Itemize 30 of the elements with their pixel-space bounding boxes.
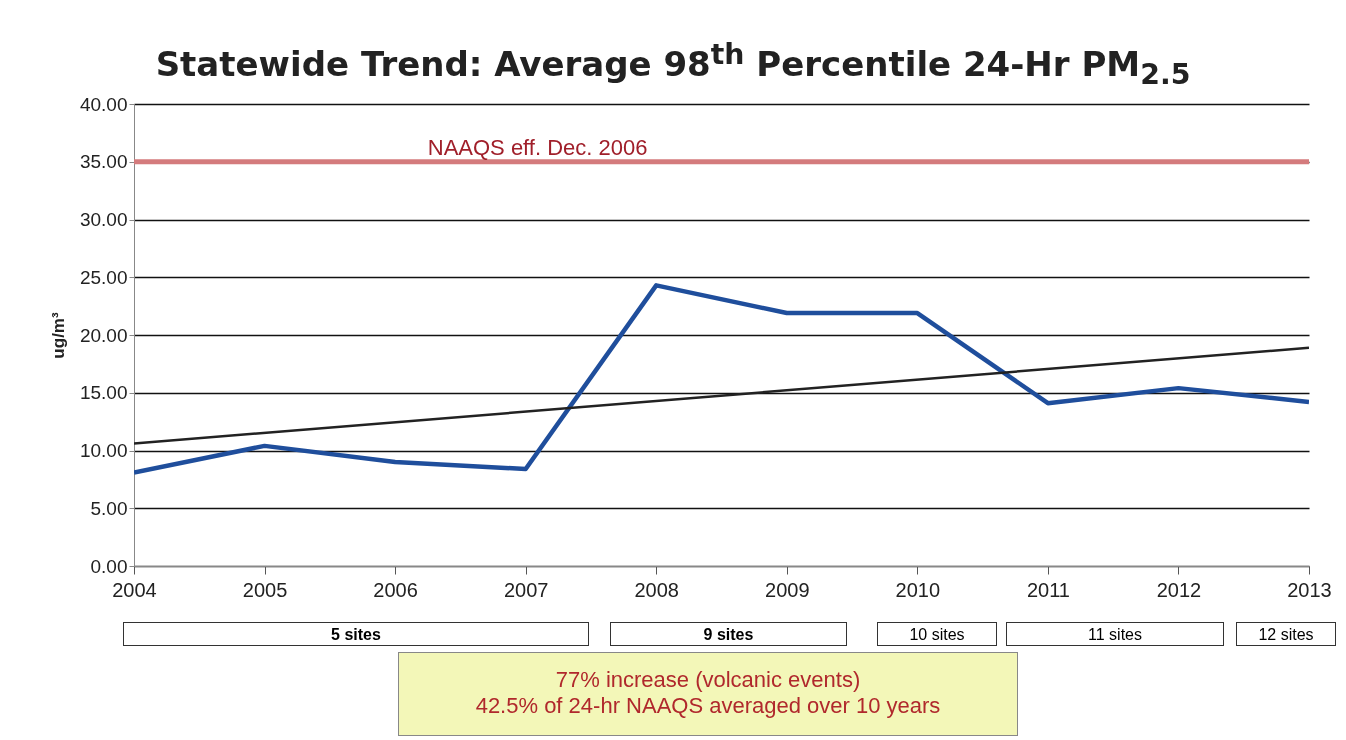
x-tick-label: 2012 xyxy=(1156,578,1202,601)
x-tick-label: 2008 xyxy=(634,578,679,601)
x-tick-label: 2007 xyxy=(503,578,549,601)
text: 5 sites xyxy=(123,622,589,646)
y-tick-label: 5.00 xyxy=(90,497,128,519)
text: 42.5% of 24-hr NAAQS averaged over 10 years xyxy=(474,693,942,719)
y-tick-label: 20.00 xyxy=(79,324,128,346)
x-tick-label: 2010 xyxy=(895,578,941,601)
x-tick-label: 2006 xyxy=(373,578,418,601)
text: 10 sites xyxy=(877,622,997,646)
ref-line-label: NAAQS eff. Dec. 2006 xyxy=(427,134,648,160)
chart-title: Statewide Trend: Average 98$^{th}$ Percentile 24-Hr PM$_{2.5}$ xyxy=(154,38,1192,92)
y-tick-label: 30.00 xyxy=(79,209,128,230)
text: 12 sites xyxy=(1236,622,1336,646)
y-axis-title: ug/m³ xyxy=(48,312,68,359)
text: 9 sites xyxy=(610,622,847,646)
text: 77% increase (volcanic events) xyxy=(554,667,862,693)
x-tick-label: 2004 xyxy=(112,578,157,601)
y-tick-label: 15.00 xyxy=(79,382,128,404)
x-tick-label: 2009 xyxy=(765,578,810,601)
y-tick-label: 35.00 xyxy=(79,151,128,173)
x-tick-label: 2013 xyxy=(1287,578,1332,601)
y-tick-label: 0.00 xyxy=(90,555,128,577)
y-tick-label: 40.00 xyxy=(79,93,128,115)
y-tick-label: 25.00 xyxy=(79,266,128,288)
x-tick-label: 2011 xyxy=(1026,578,1070,601)
x-tick-label: 2005 xyxy=(242,578,288,601)
text: 11 sites xyxy=(1006,622,1224,646)
line-series xyxy=(134,283,1309,475)
y-tick-label: 10.00 xyxy=(79,440,128,461)
